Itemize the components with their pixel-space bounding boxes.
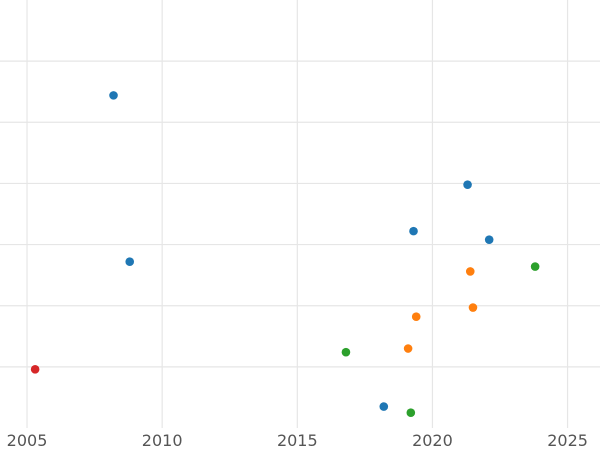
y-gridlines [0, 60, 600, 368]
data-point [403, 344, 413, 353]
data-point [530, 262, 540, 271]
data-point [109, 91, 118, 100]
data-point [379, 402, 389, 411]
x-tick-label: 2020 [412, 431, 453, 450]
data-point [463, 180, 472, 189]
data-points [30, 91, 540, 418]
x-tick-label: 2005 [7, 431, 48, 450]
data-point [465, 267, 475, 276]
data-point [411, 312, 421, 322]
data-point [341, 347, 351, 357]
data-point [468, 303, 478, 312]
data-point [409, 226, 418, 236]
data-point [406, 408, 416, 418]
x-tick-labels: 2005 2010 2015 2020 2025 [7, 431, 588, 450]
x-tick-label: 2025 [547, 431, 588, 450]
x-tick-label: 2015 [277, 431, 318, 450]
x-gridlines [26, 0, 569, 428]
data-point [484, 235, 494, 244]
x-tick-label: 2010 [142, 431, 183, 450]
data-point [30, 365, 40, 374]
data-point [125, 257, 135, 266]
